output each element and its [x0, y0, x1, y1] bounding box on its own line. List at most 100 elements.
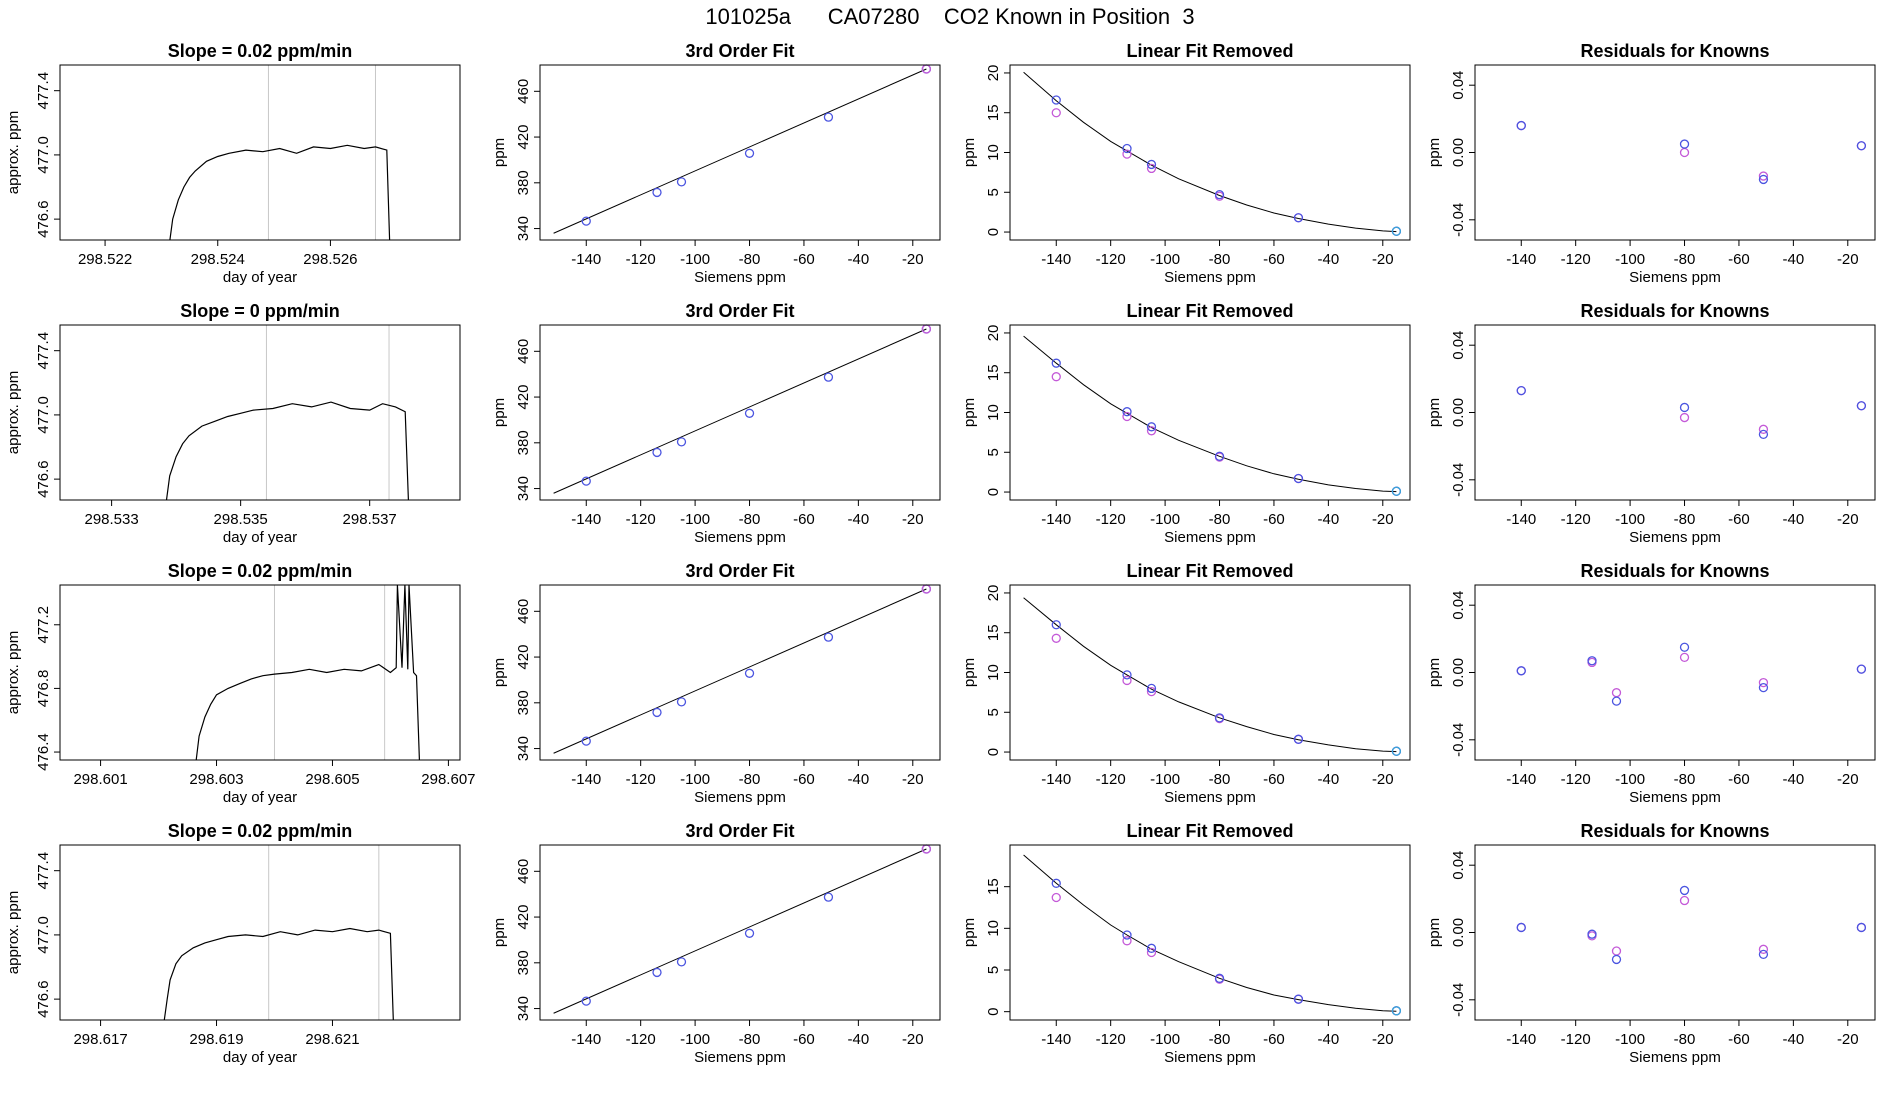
y-axis-label: ppm	[1426, 918, 1443, 947]
x-tick-label: -140	[1506, 1031, 1536, 1048]
x-tick-label: 298.617	[73, 1031, 127, 1048]
fit-curve	[1023, 597, 1397, 753]
plot-frame	[59, 844, 461, 1021]
x-tick-label: -60	[793, 511, 815, 528]
data-point	[1758, 174, 1769, 185]
x-tick-label: -60	[1263, 511, 1285, 528]
x-tick-label: -80	[1209, 1031, 1231, 1048]
panel-title: Slope = 0.02 ppm/min	[168, 41, 353, 61]
chart-panel-fit-2: 3rd Order Fit -140 -120 -100 -80 -60 -40 -20 340…	[491, 301, 941, 546]
x-tick-label: -40	[848, 511, 870, 528]
plot-area	[163, 927, 394, 1020]
x-tick-label: 298.619	[189, 1031, 243, 1048]
data-point	[1051, 372, 1061, 382]
y-tick-label: 476.6	[35, 200, 52, 238]
y-tick-label: 476.6	[35, 980, 52, 1018]
x-tick-label: -60	[1263, 771, 1285, 788]
data-point	[1856, 401, 1867, 411]
y-tick-label: 0.04	[1450, 591, 1467, 620]
y-tick-label: 476.6	[35, 460, 52, 498]
y-tick-label: 476.8	[35, 670, 52, 708]
x-axis-label: Siemens ppm	[694, 789, 786, 806]
y-tick-label: 0.00	[1450, 398, 1467, 427]
y-tick-label: 420	[515, 645, 532, 670]
y-tick-label: -0.04	[1450, 723, 1467, 757]
y-axis-label: ppm	[961, 398, 978, 427]
data-point	[1214, 190, 1225, 200]
plot-frame	[539, 324, 941, 501]
x-tick-label: -60	[1263, 251, 1285, 268]
data-point	[1122, 143, 1132, 154]
x-tick-label: -60	[1728, 251, 1750, 268]
x-tick-label: -100	[1150, 1031, 1180, 1048]
y-tick-label: 15	[985, 364, 1002, 381]
y-tick-label: 15	[985, 624, 1002, 641]
x-tick-label: -60	[793, 1031, 815, 1048]
y-tick-label: 20	[985, 325, 1002, 342]
y-tick-label: 0	[985, 488, 1002, 496]
panel-title: Residuals for Knowns	[1580, 561, 1769, 581]
data-point	[1146, 686, 1157, 697]
x-tick-label: -100	[680, 251, 710, 268]
x-tick-label: -20	[1372, 251, 1394, 268]
data-point	[652, 707, 662, 718]
x-axis-label: Siemens ppm	[694, 269, 786, 286]
x-tick-label: 298.526	[303, 251, 357, 268]
plot-frame	[1009, 844, 1411, 1021]
y-tick-label: 420	[515, 125, 532, 150]
chart-panel-fit-4: 3rd Order Fit -140 -120 -100 -80 -60 -40 -20 340…	[491, 821, 941, 1066]
y-tick-label: 420	[515, 905, 532, 930]
y-tick-label: 15	[985, 878, 1002, 895]
x-tick-label: -120	[626, 771, 656, 788]
y-tick-label: 15	[985, 104, 1002, 121]
y-tick-label: 477.4	[35, 72, 52, 110]
data-point	[1758, 429, 1769, 440]
x-tick-label: -40	[1318, 251, 1340, 268]
x-tick-label: -100	[1615, 251, 1645, 268]
data-point	[1293, 734, 1304, 744]
panel-title: Slope = 0 ppm/min	[180, 301, 340, 321]
data-point	[1214, 451, 1225, 461]
x-axis-label: Siemens ppm	[1164, 789, 1256, 806]
data-point	[1051, 892, 1061, 903]
x-tick-label: -80	[739, 1031, 761, 1048]
data-point	[823, 372, 834, 382]
data-point	[1051, 620, 1061, 630]
data-point	[1391, 1006, 1402, 1016]
x-tick-label: -100	[1615, 511, 1645, 528]
data-point	[1051, 108, 1061, 118]
plot-area	[553, 848, 927, 1014]
y-tick-label: 460	[515, 79, 532, 104]
y-tick-label: 340	[515, 476, 532, 501]
y-tick-label: 420	[515, 385, 532, 410]
plot-frame	[1009, 64, 1411, 241]
x-tick-label: -40	[848, 771, 870, 788]
x-tick-label: -100	[1615, 771, 1645, 788]
data-point	[1051, 95, 1061, 105]
data-point	[1122, 411, 1132, 422]
x-tick-label: -80	[1674, 771, 1696, 788]
y-tick-label: 0.00	[1450, 138, 1467, 167]
data-point	[1611, 696, 1622, 706]
x-tick-label: -40	[1318, 1031, 1340, 1048]
data-point	[1758, 677, 1769, 688]
y-axis-label: approx. ppm	[5, 891, 22, 974]
data-point	[1214, 713, 1225, 723]
x-tick-label: -140	[1041, 251, 1071, 268]
x-axis-label: Siemens ppm	[1164, 269, 1256, 286]
data-point	[1679, 642, 1690, 652]
series-line	[163, 927, 394, 1020]
plot-frame	[1474, 324, 1876, 501]
data-point	[1679, 652, 1690, 663]
panel-title: Residuals for Knowns	[1580, 821, 1769, 841]
chart-panel-residuals-1: Residuals for Knowns -140 -120 -100 -80 -60 -4…	[1426, 41, 1876, 286]
figure-title: 101025a CA07280 CO2 Known in Position 3	[705, 4, 1195, 29]
y-tick-label: 0	[985, 228, 1002, 236]
plot-frame	[59, 584, 461, 761]
x-tick-label: -20	[902, 251, 924, 268]
x-tick-label: -40	[1783, 251, 1805, 268]
data-point	[823, 112, 834, 122]
y-tick-label: 10	[985, 920, 1002, 937]
y-tick-label: 477.0	[35, 916, 52, 954]
x-axis-label: Siemens ppm	[694, 529, 786, 546]
